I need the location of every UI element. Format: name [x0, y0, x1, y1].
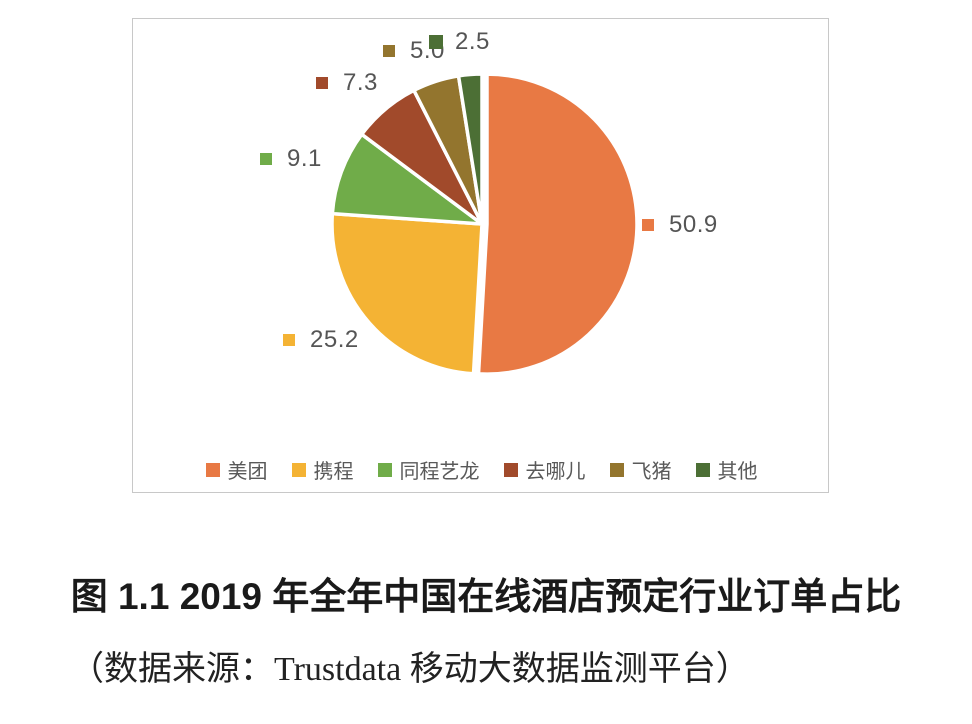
value-text-tongcheng-elong: 9.1	[287, 145, 322, 172]
legend-label-meituan: 美团	[227, 461, 268, 483]
legend-item-qunar: 去哪儿	[503, 455, 586, 484]
legend-item-tongcheng-elong: 同程艺龙	[377, 455, 480, 484]
pie-slice-ctrip	[330, 211, 484, 376]
value-label-tongcheng-elong: 9.1	[260, 145, 322, 173]
pie-chart	[330, 72, 639, 376]
legend-marker-fliggy-icon	[609, 462, 624, 477]
value-text-ctrip: 25.2	[310, 326, 359, 353]
pie-slice-other	[456, 72, 484, 226]
value-marker-qunar-icon	[316, 77, 328, 89]
legend-label-other: 其他	[717, 461, 758, 483]
legend-marker-ctrip-icon	[291, 462, 306, 477]
legend-marker-other-icon	[695, 462, 710, 477]
value-marker-tongcheng-elong-icon	[260, 153, 272, 165]
legend-marker-qunar-icon	[503, 462, 518, 477]
value-label-ctrip: 25.2	[283, 326, 359, 354]
value-marker-meituan-icon	[642, 219, 654, 231]
legend-label-tongcheng-elong: 同程艺龙	[399, 461, 480, 483]
legend-label-qunar: 去哪儿	[525, 461, 586, 483]
value-text-other: 2.5	[455, 28, 490, 55]
value-marker-other-icon	[429, 35, 443, 49]
legend-label-ctrip: 携程	[313, 461, 354, 483]
value-text-qunar: 7.3	[343, 69, 378, 96]
legend-label-fliggy: 飞猪	[631, 461, 672, 483]
value-marker-ctrip-icon	[283, 334, 295, 346]
value-marker-fliggy-icon	[383, 45, 395, 57]
value-label-meituan: 50.9	[642, 211, 718, 239]
value-label-qunar: 7.3	[316, 69, 378, 97]
legend-item-meituan: 美团	[205, 455, 268, 484]
legend: 美团 携程 同程艺龙 去哪儿 飞猪 其他	[133, 455, 830, 484]
figure-caption-source: （数据来源：Trustdata 移动大数据监测平台）	[70, 651, 750, 688]
legend-marker-tongcheng-elong-icon	[377, 462, 392, 477]
legend-item-ctrip: 携程	[291, 455, 354, 484]
legend-marker-meituan-icon	[205, 462, 220, 477]
figure-caption-title: 图 1.1 2019 年全年中国在线酒店预定行业订单占比	[70, 576, 902, 617]
pie-slice-meituan	[476, 72, 639, 376]
value-label-other: 2.5	[429, 28, 490, 56]
legend-item-fliggy: 飞猪	[609, 455, 672, 484]
value-text-meituan: 50.9	[669, 211, 718, 238]
legend-item-other: 其他	[695, 455, 758, 484]
pie-chart-frame: 50.9 25.2 9.1 7.3 5.0 2.5 美团 携程 同程艺龙	[132, 18, 829, 493]
